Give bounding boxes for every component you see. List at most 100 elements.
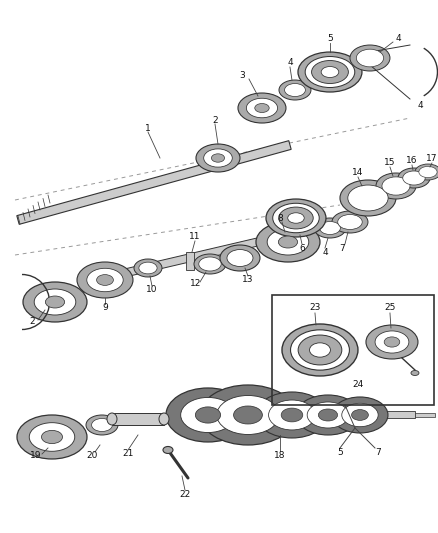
Ellipse shape (247, 98, 278, 118)
Ellipse shape (34, 289, 76, 315)
Ellipse shape (305, 56, 355, 87)
Ellipse shape (366, 325, 418, 359)
Ellipse shape (288, 213, 304, 223)
Ellipse shape (352, 409, 368, 421)
Text: 20: 20 (86, 451, 98, 461)
Ellipse shape (298, 335, 342, 365)
Ellipse shape (415, 164, 438, 180)
Ellipse shape (97, 274, 113, 285)
Ellipse shape (318, 409, 338, 421)
Ellipse shape (220, 245, 260, 271)
Ellipse shape (376, 173, 416, 199)
Polygon shape (17, 141, 291, 224)
Text: 9: 9 (102, 303, 108, 312)
Ellipse shape (77, 262, 133, 298)
Polygon shape (370, 411, 415, 418)
Text: 4: 4 (417, 101, 423, 109)
Text: 10: 10 (146, 286, 158, 295)
Ellipse shape (321, 67, 339, 77)
Ellipse shape (314, 218, 346, 238)
Ellipse shape (350, 45, 390, 71)
Text: 2: 2 (212, 116, 218, 125)
Bar (112, 413, 164, 425)
Text: 4: 4 (395, 34, 401, 43)
Ellipse shape (92, 418, 113, 432)
Bar (272, 295, 434, 405)
Text: 2: 2 (29, 318, 35, 327)
Text: 7: 7 (375, 448, 381, 457)
Ellipse shape (357, 49, 384, 67)
Bar (186, 252, 194, 270)
Text: 4: 4 (287, 58, 293, 67)
Ellipse shape (279, 207, 313, 229)
Ellipse shape (290, 330, 350, 370)
Ellipse shape (134, 259, 162, 277)
Text: 11: 11 (189, 231, 201, 240)
Ellipse shape (204, 149, 232, 167)
Ellipse shape (279, 236, 297, 248)
Ellipse shape (42, 430, 63, 443)
Ellipse shape (87, 268, 123, 292)
Text: 23: 23 (309, 303, 321, 312)
Polygon shape (415, 413, 435, 417)
Text: 21: 21 (122, 449, 134, 458)
Ellipse shape (338, 214, 362, 230)
Ellipse shape (296, 395, 360, 435)
Ellipse shape (279, 80, 311, 100)
Text: 1: 1 (145, 124, 151, 133)
Ellipse shape (403, 171, 425, 185)
Text: 3: 3 (239, 70, 245, 79)
Text: 16: 16 (406, 156, 418, 165)
Polygon shape (175, 410, 370, 419)
Ellipse shape (200, 385, 296, 445)
Ellipse shape (273, 203, 319, 233)
Ellipse shape (163, 447, 173, 454)
Text: 24: 24 (352, 381, 364, 390)
Ellipse shape (107, 413, 117, 425)
Ellipse shape (266, 199, 326, 237)
Text: 4: 4 (322, 247, 328, 256)
Ellipse shape (268, 400, 315, 430)
Ellipse shape (166, 388, 250, 442)
Ellipse shape (199, 257, 221, 271)
Text: 5: 5 (327, 34, 333, 43)
Ellipse shape (17, 415, 87, 459)
Ellipse shape (285, 84, 305, 96)
Text: 25: 25 (384, 303, 396, 312)
Ellipse shape (411, 370, 419, 375)
Ellipse shape (86, 415, 118, 435)
Text: 5: 5 (337, 448, 343, 457)
Ellipse shape (342, 403, 378, 427)
Ellipse shape (311, 61, 348, 84)
Ellipse shape (332, 397, 388, 433)
Ellipse shape (310, 343, 330, 357)
Ellipse shape (23, 282, 87, 322)
Ellipse shape (398, 168, 430, 188)
Ellipse shape (238, 93, 286, 123)
Text: 7: 7 (339, 244, 345, 253)
Text: 8: 8 (277, 214, 283, 222)
Ellipse shape (181, 398, 235, 433)
Text: 19: 19 (30, 451, 42, 461)
Text: 15: 15 (384, 158, 396, 166)
Ellipse shape (332, 211, 368, 233)
Ellipse shape (340, 180, 396, 216)
Ellipse shape (298, 52, 362, 92)
Ellipse shape (29, 423, 75, 451)
Polygon shape (34, 431, 72, 443)
Ellipse shape (320, 222, 340, 235)
Ellipse shape (256, 392, 328, 438)
Text: 18: 18 (274, 451, 286, 461)
Ellipse shape (382, 177, 410, 195)
Ellipse shape (217, 395, 279, 434)
Text: 17: 17 (426, 154, 438, 163)
Ellipse shape (256, 222, 320, 262)
Ellipse shape (307, 402, 349, 428)
Ellipse shape (255, 103, 269, 112)
Ellipse shape (46, 296, 64, 308)
Ellipse shape (196, 144, 240, 172)
Ellipse shape (419, 166, 437, 177)
Ellipse shape (233, 406, 262, 424)
Polygon shape (94, 214, 361, 284)
Text: 13: 13 (242, 276, 254, 285)
